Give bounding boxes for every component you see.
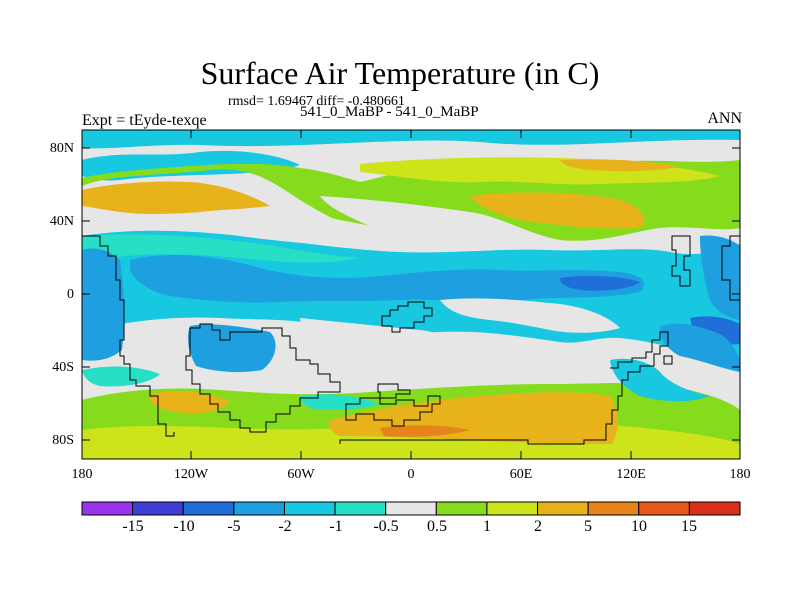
rmsd-diff-stats: rmsd= 1.69467 diff= -0.480661 <box>228 94 405 109</box>
y-tick-label: 80N <box>49 141 74 156</box>
x-tick-label: 120E <box>616 467 646 482</box>
colorbar-label: -5 <box>227 518 241 535</box>
colorbar-swatch <box>537 501 589 516</box>
x-tick-label: 60E <box>509 467 533 482</box>
y-tick-label: 40S <box>52 360 74 375</box>
colorbar-swatch <box>233 501 285 516</box>
peninsula-outline <box>671 235 691 287</box>
island-outline <box>381 301 433 333</box>
small-island-east-outline <box>663 355 673 365</box>
colorbar-swatch <box>283 501 336 516</box>
colorbar-swatch <box>688 501 741 516</box>
run-comparison-label: 541_0_MaBP - 541_0_MaBP <box>300 104 479 120</box>
season-label: ANN <box>707 110 742 127</box>
temperature-field <box>82 130 740 459</box>
y-tick-label: 80S <box>52 433 74 448</box>
colorbar-label: 10 <box>631 518 647 535</box>
colorbar-swatch <box>182 501 235 516</box>
southern-continent-outline <box>345 395 441 427</box>
experiment-label: Expt = tEyde-texqe <box>82 112 207 129</box>
colorbar-label: 5 <box>584 518 592 535</box>
x-tick-label: 120W <box>173 467 209 482</box>
colorbar-label: 1 <box>483 518 491 535</box>
y-tick-label: 40N <box>49 214 74 229</box>
eastern-coast-outline <box>721 235 740 301</box>
colorbar-swatch <box>638 501 690 516</box>
colorbar-label: 0.5 <box>427 518 447 535</box>
coastlines <box>82 235 740 445</box>
eastern-continent-outline <box>339 331 669 445</box>
colorbar-swatch <box>385 501 437 516</box>
colorbar-swatch <box>486 501 539 516</box>
x-tick-label: 180 <box>729 467 751 482</box>
colorbar-swatch <box>587 501 640 516</box>
colorbar-label: -15 <box>122 518 144 535</box>
colorbar-label: -1 <box>329 518 343 535</box>
colorbar-swatch <box>334 501 387 516</box>
colorbar-label: 15 <box>681 518 697 535</box>
colorbar <box>81 501 741 516</box>
western-landmass-outline <box>82 235 175 437</box>
colorbar-swatch <box>132 501 184 516</box>
x-tick-label: 60W <box>287 467 315 482</box>
axis-ticks <box>82 130 740 459</box>
colorbar-label: -2 <box>278 518 292 535</box>
x-tick-label: 0 <box>407 467 415 482</box>
y-tick-label: 0 <box>67 287 74 302</box>
continent-outline <box>185 323 341 433</box>
colorbar-swatch <box>81 501 134 516</box>
colorbar-label: 2 <box>534 518 542 535</box>
colorbar-swatch <box>435 501 488 516</box>
x-tick-label: 180 <box>71 467 93 482</box>
small-island-outline <box>377 383 411 399</box>
plot-title: Surface Air Temperature (in C) <box>200 55 600 91</box>
colorbar-label: -0.5 <box>373 518 399 535</box>
colorbar-label: -10 <box>173 518 195 535</box>
